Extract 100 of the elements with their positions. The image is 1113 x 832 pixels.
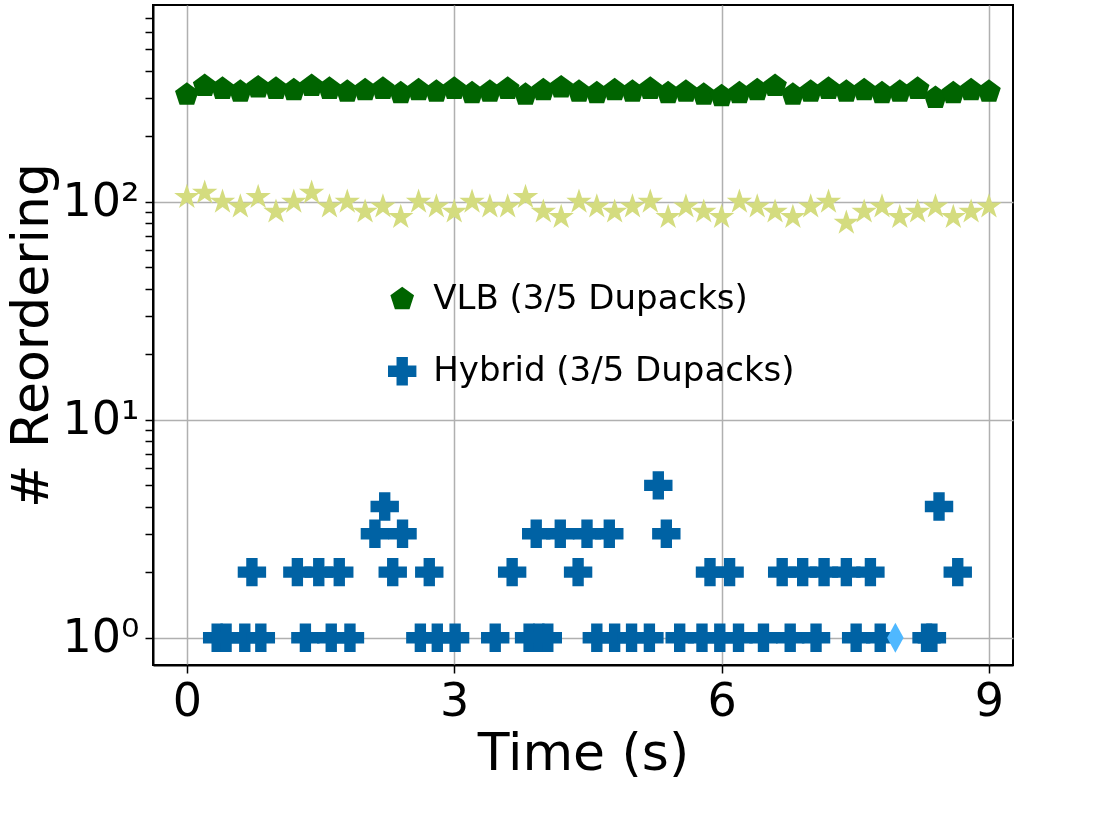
- point: [291, 623, 320, 652]
- point: [887, 203, 913, 229]
- point: [781, 82, 805, 105]
- point: [619, 193, 646, 218]
- point: [638, 76, 663, 99]
- point: [958, 198, 984, 223]
- point: [264, 76, 288, 99]
- point: [513, 82, 538, 105]
- point: [459, 188, 485, 213]
- point: [424, 79, 449, 102]
- point: [851, 198, 877, 223]
- point: [635, 623, 664, 652]
- point: [530, 198, 557, 223]
- point: [415, 557, 444, 587]
- x-tick-label: 3: [440, 672, 470, 727]
- point: [776, 623, 805, 652]
- point: [174, 183, 200, 209]
- point: [460, 80, 484, 104]
- point: [281, 188, 307, 213]
- point: [228, 79, 253, 102]
- point: [905, 76, 930, 99]
- point: [210, 76, 235, 99]
- point: [674, 79, 698, 102]
- point: [917, 623, 947, 652]
- y-tick-label: 10²: [62, 173, 140, 228]
- point: [548, 203, 574, 229]
- point: [237, 557, 267, 587]
- legend-label: VLB (3/5 Dupacks): [433, 277, 748, 318]
- point: [887, 79, 912, 102]
- point: [904, 198, 931, 223]
- point: [388, 80, 413, 104]
- point: [856, 557, 885, 587]
- point: [423, 193, 450, 218]
- point: [652, 519, 681, 548]
- point: [745, 77, 770, 101]
- point: [798, 79, 823, 102]
- point: [494, 193, 521, 218]
- point: [601, 198, 628, 223]
- point: [870, 80, 894, 104]
- point: [371, 76, 395, 99]
- point: [335, 623, 365, 652]
- point: [691, 82, 716, 105]
- point: [726, 188, 753, 213]
- point: [440, 623, 470, 652]
- point: [762, 198, 788, 223]
- point: [512, 183, 539, 209]
- point: [924, 492, 954, 521]
- point: [478, 79, 502, 102]
- point: [727, 80, 752, 104]
- point: [325, 557, 354, 587]
- point: [546, 519, 575, 548]
- point: [798, 193, 824, 218]
- point: [816, 76, 841, 99]
- point: [815, 188, 842, 213]
- point: [620, 79, 645, 102]
- point: [584, 193, 610, 218]
- point: [406, 77, 431, 101]
- point: [780, 203, 806, 229]
- point: [405, 188, 432, 213]
- point: [563, 557, 593, 587]
- point: [940, 203, 966, 229]
- point: [708, 203, 735, 229]
- point: [317, 76, 342, 99]
- y-axis-title: # Reordering: [0, 163, 60, 508]
- point: [656, 80, 680, 104]
- point: [637, 188, 663, 213]
- point: [595, 519, 624, 548]
- point: [959, 77, 983, 101]
- point: [549, 74, 574, 98]
- point: [943, 557, 972, 587]
- x-tick-label: 0: [172, 672, 203, 727]
- point: [316, 193, 343, 218]
- point: [334, 188, 360, 213]
- point: [644, 471, 673, 500]
- point: [192, 73, 217, 97]
- point: [263, 198, 289, 223]
- point: [378, 557, 407, 587]
- point: [923, 85, 948, 108]
- point: [567, 79, 591, 102]
- point: [763, 73, 787, 97]
- point: [976, 193, 1002, 218]
- point: [922, 193, 949, 218]
- point: [744, 193, 770, 218]
- point: [691, 198, 717, 223]
- x-tick-label: 9: [974, 672, 1005, 727]
- point: [442, 76, 467, 99]
- point: [869, 193, 895, 218]
- point: [352, 198, 378, 223]
- point: [360, 519, 390, 548]
- point: [209, 188, 236, 213]
- point: [481, 623, 510, 652]
- point: [749, 623, 778, 652]
- point: [655, 203, 681, 229]
- point: [715, 557, 744, 587]
- x-axis-title: Time (s): [476, 721, 690, 782]
- point: [388, 519, 417, 548]
- point: [441, 198, 467, 223]
- y-tick-label: 10⁰: [62, 609, 140, 664]
- point: [245, 183, 271, 209]
- point: [227, 193, 254, 218]
